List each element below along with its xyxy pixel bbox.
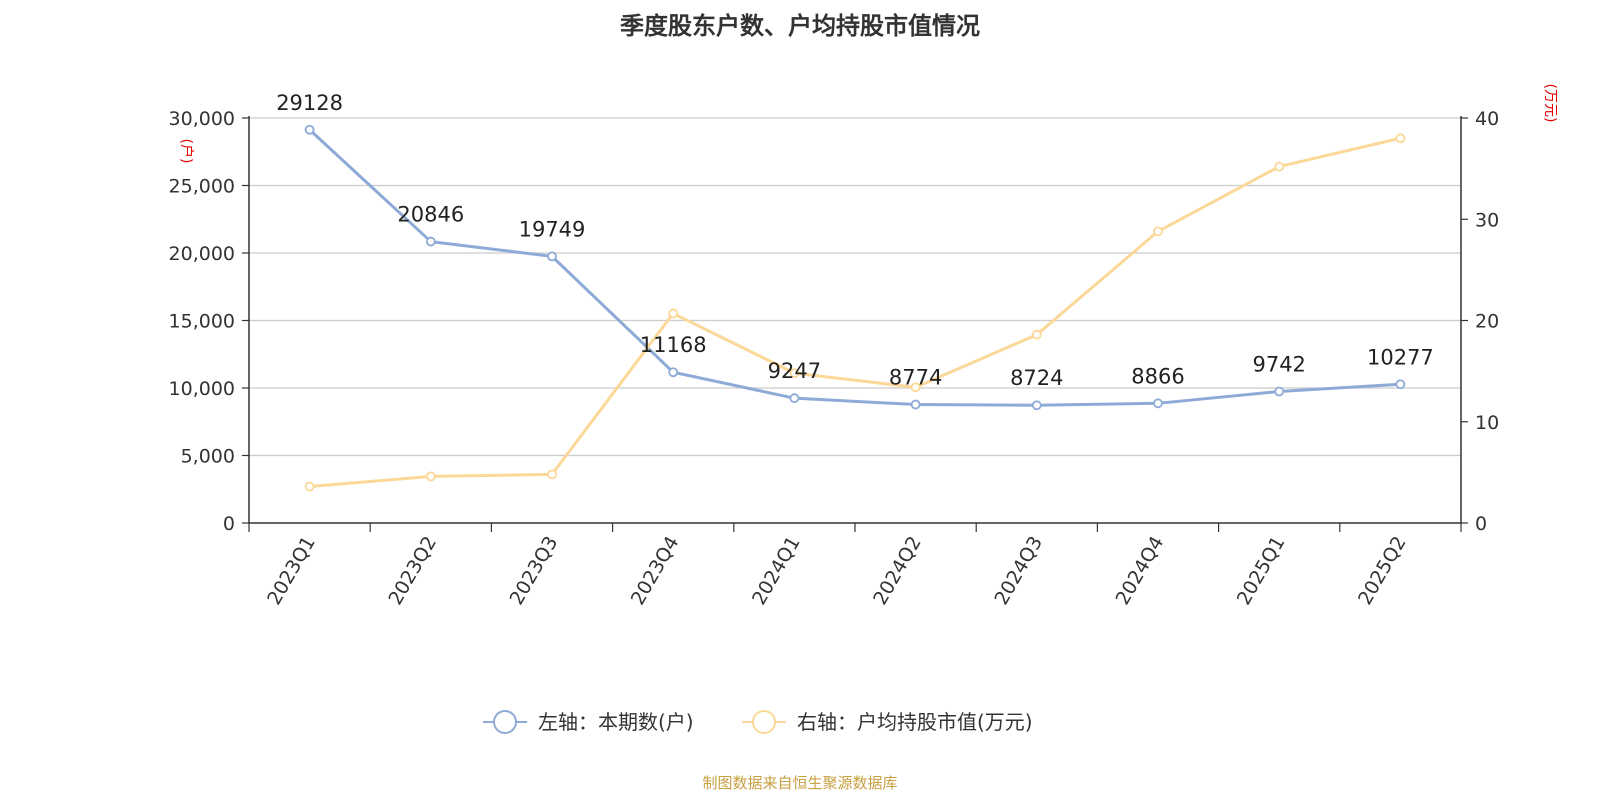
right-series-point	[425, 471, 436, 482]
data-label: 8774	[889, 366, 942, 390]
legend-marker	[752, 710, 776, 734]
left-series-point	[1031, 400, 1042, 411]
grid-lines	[249, 117, 1461, 457]
right-series-point	[1274, 161, 1285, 172]
data-label: 11168	[640, 333, 707, 357]
left-tick-label: 25,000	[169, 176, 235, 198]
x-tick-label: 2025Q1	[1233, 533, 1290, 609]
left-series-point	[1395, 379, 1406, 390]
right-series-point	[1395, 133, 1406, 144]
left-series-point	[668, 367, 679, 378]
right-series-point	[910, 382, 921, 393]
right-series-line	[309, 136, 1401, 489]
legend[interactable]: 左轴：本期数(户) 右轴：户均持股市值(万元)	[483, 710, 1033, 734]
right-series-point	[668, 308, 679, 319]
x-tick-label: 2023Q3	[506, 533, 563, 609]
x-tick-label: 2024Q1	[748, 533, 805, 609]
left-series-line	[308, 128, 1401, 407]
left-series-point	[789, 393, 800, 404]
right-series-point	[789, 368, 800, 379]
right-tick-label: 30	[1475, 209, 1499, 231]
left-tick-label: 20,000	[169, 243, 235, 265]
data-label: 10277	[1367, 345, 1434, 369]
right-series-point	[547, 469, 557, 480]
right-tick-label: 20	[1475, 311, 1499, 333]
x-tick-label: 2024Q4	[1112, 533, 1169, 609]
legend-item-label: 右轴：户均持股市值(万元)	[797, 710, 1033, 734]
left-tick-label: 0	[223, 513, 235, 535]
right-axis-unit: (万元)	[1542, 84, 1558, 123]
x-tick-label: 2023Q4	[627, 533, 684, 609]
right-series-point	[304, 481, 315, 492]
legend-item-label: 左轴：本期数(户)	[538, 710, 694, 734]
x-tick-label: 2023Q2	[384, 533, 441, 609]
axes: 05,00010,00015,00020,00025,00030,0000102…	[169, 84, 1558, 609]
left-tick-label: 5,000	[181, 446, 235, 468]
chart-title: 季度股东户数、户均持股市值情况	[620, 12, 980, 40]
left-tick-label: 30,000	[169, 108, 235, 130]
legend-marker	[493, 710, 517, 734]
right-tick-label: 10	[1475, 412, 1499, 434]
left-axis-unit: (户)	[178, 139, 195, 164]
left-tick-label: 10,000	[169, 378, 235, 400]
right-tick-label: 0	[1475, 513, 1487, 535]
data-label: 9247	[768, 359, 821, 383]
x-tick-label: 2024Q3	[990, 533, 1047, 609]
x-tick-label: 2024Q2	[869, 533, 926, 609]
series-lines	[304, 124, 1406, 492]
left-series-point	[304, 124, 315, 135]
right-series-point	[1153, 226, 1163, 237]
data-label: 19749	[519, 217, 586, 241]
left-series-point	[547, 251, 557, 262]
left-tick-label: 15,000	[169, 311, 235, 333]
data-label: 29128	[276, 91, 343, 115]
data-source-note: 制图数据来自恒生聚源数据库	[702, 774, 898, 792]
data-label: 8866	[1131, 364, 1184, 388]
left-series-point	[1274, 386, 1285, 397]
left-series-point	[425, 236, 436, 247]
right-series-point	[1031, 329, 1042, 340]
data-label: 20846	[397, 203, 464, 227]
x-tick-label: 2023Q1	[263, 533, 320, 609]
data-label: 8724	[1010, 366, 1063, 390]
data-labels: 29128 20846 19749 11168 9247 8774 8724 8866 9742…	[276, 91, 1434, 390]
left-series-point	[1153, 398, 1163, 409]
data-label: 9742	[1252, 352, 1305, 376]
right-tick-label: 40	[1475, 108, 1499, 130]
left-series-point	[910, 399, 921, 410]
x-tick-label: 2025Q2	[1354, 533, 1411, 609]
